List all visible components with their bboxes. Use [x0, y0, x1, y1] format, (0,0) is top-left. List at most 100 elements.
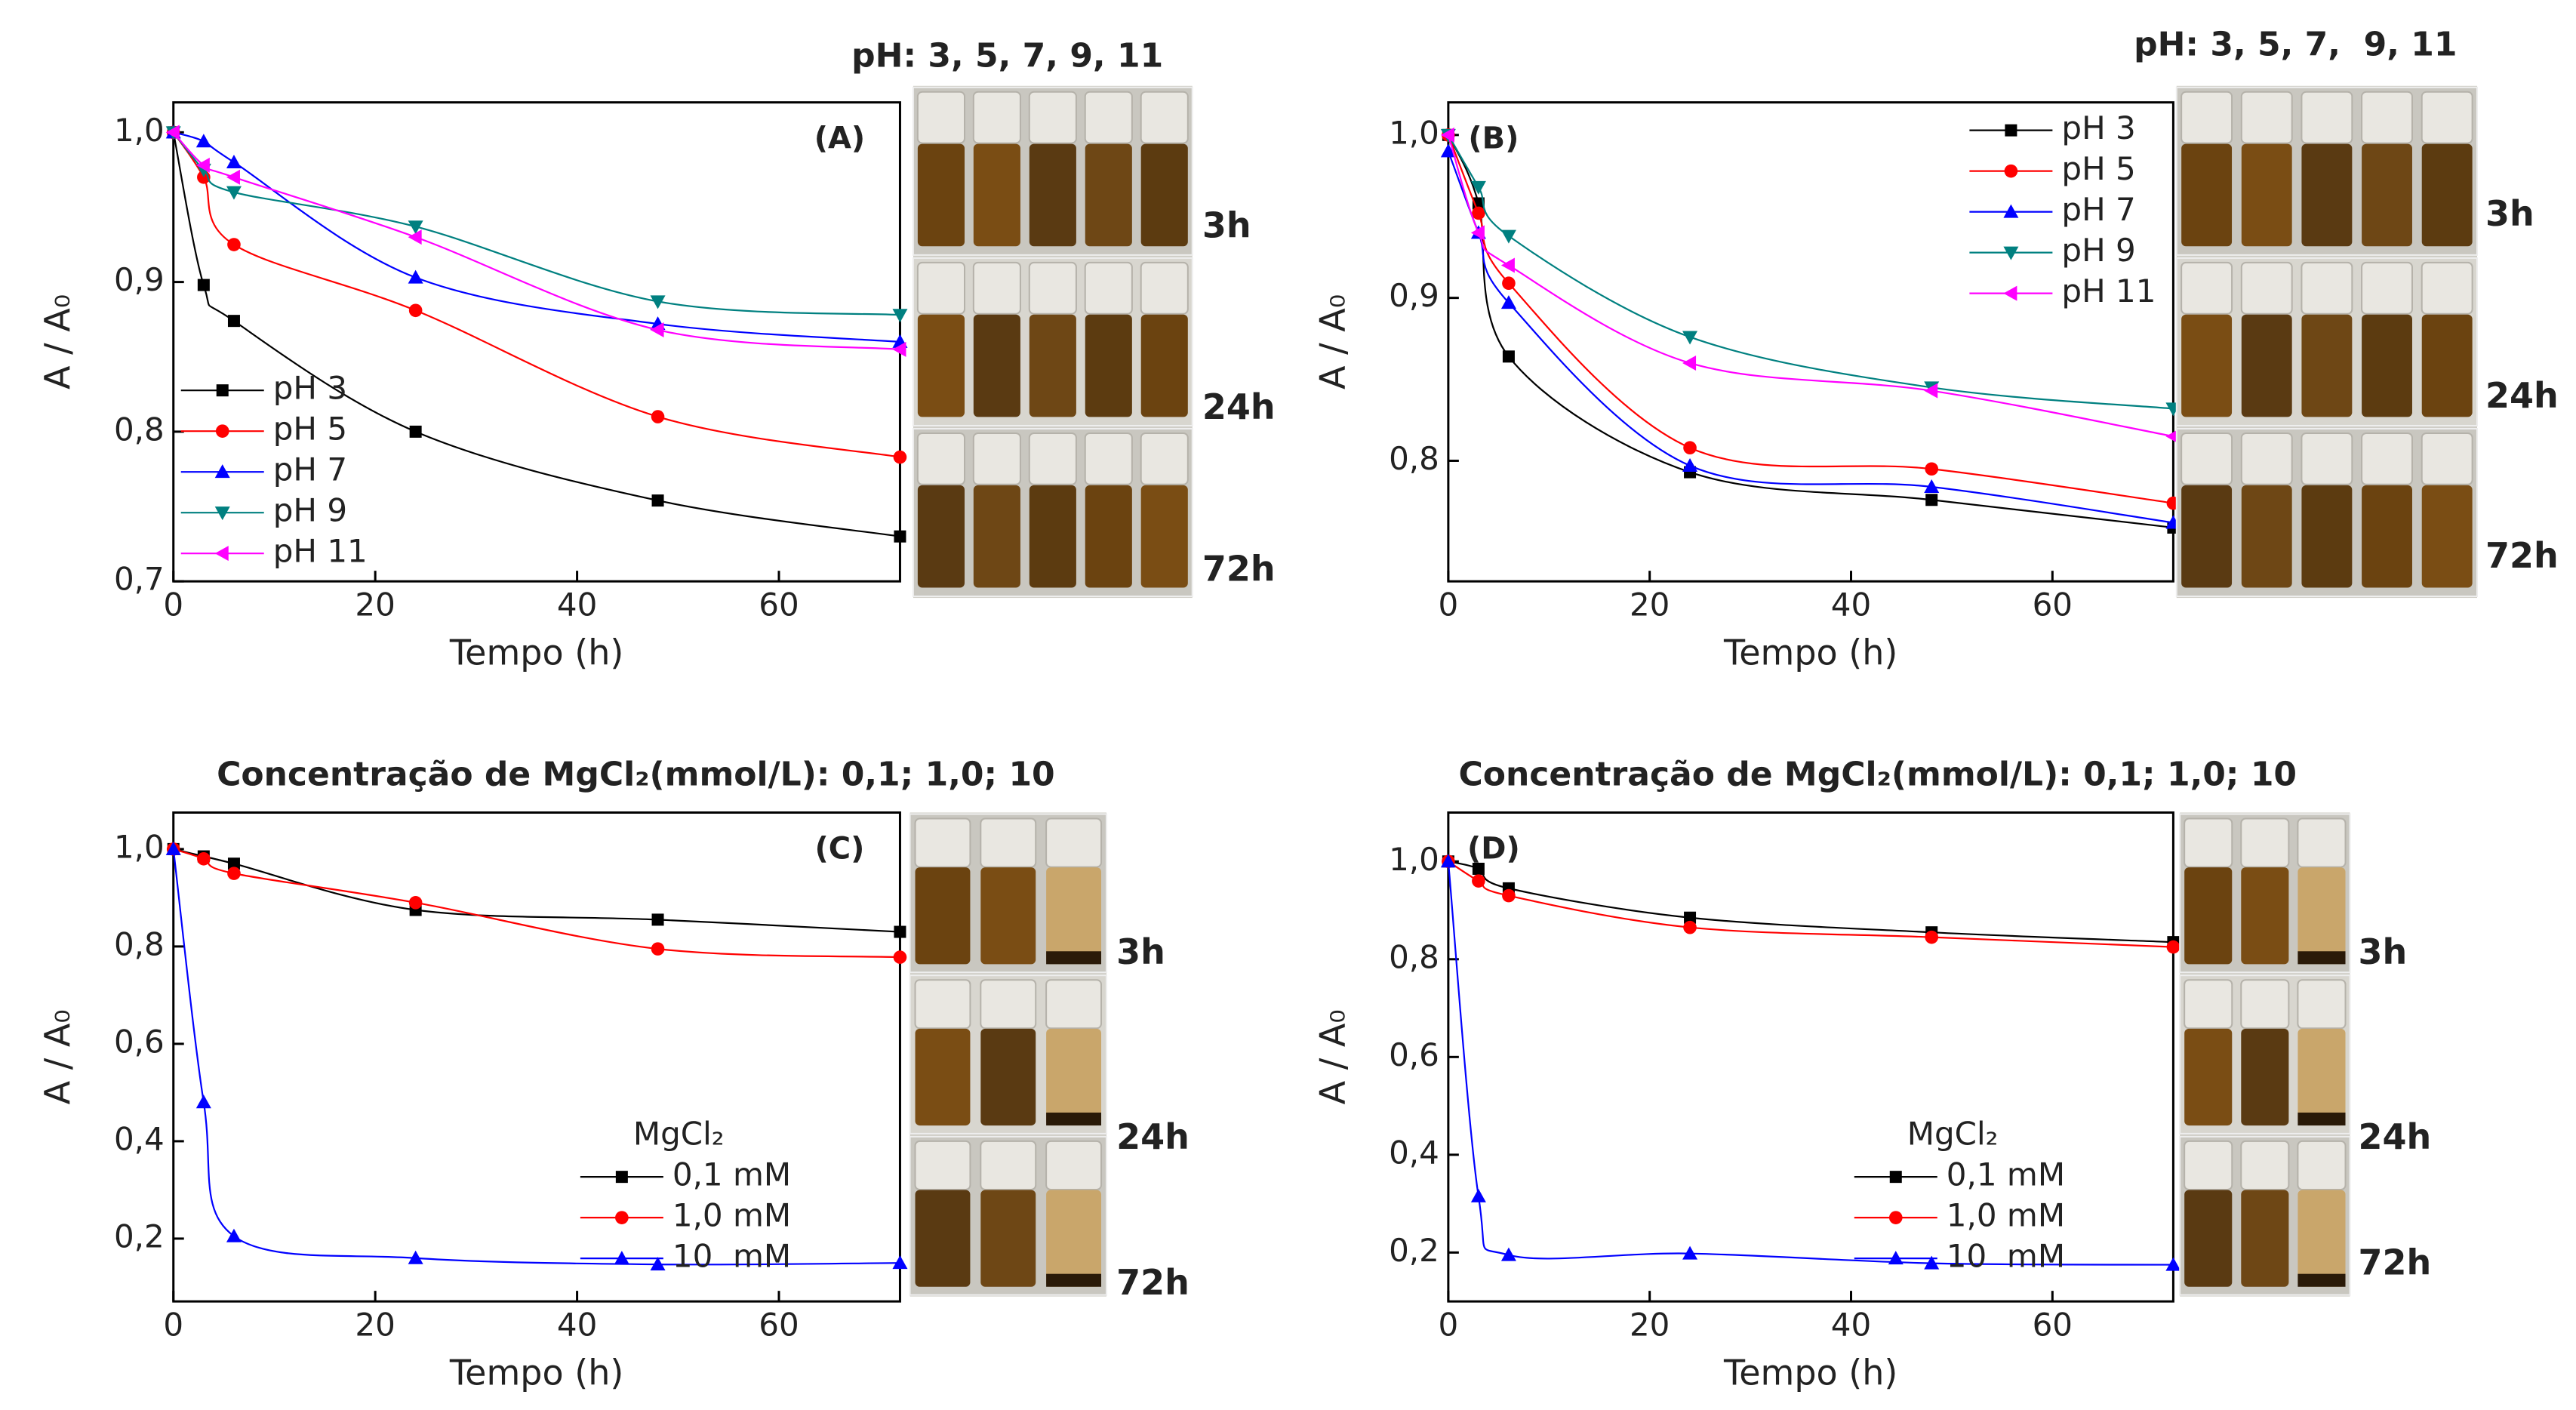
- photo-label: 72h: [2358, 1242, 2431, 1283]
- vial-cap: [980, 1140, 1037, 1190]
- x-axis-label: Tempo (h): [449, 633, 623, 673]
- photo-label: 24h: [1202, 386, 1276, 427]
- legend-label: 1,0 mM: [1947, 1197, 2065, 1234]
- marker: [892, 341, 906, 357]
- vial-liquid: [2421, 485, 2473, 588]
- y-tick-label: 0,8: [114, 411, 165, 448]
- marker: [1682, 355, 1697, 371]
- plot-frame: [172, 811, 901, 1303]
- marker: [1683, 920, 1697, 934]
- vial-liquid: [2184, 867, 2233, 965]
- marker: [893, 950, 907, 964]
- marker: [651, 942, 665, 956]
- marker: [1440, 127, 1454, 143]
- vial-liquid: [2181, 485, 2233, 588]
- x-tick-label: 40: [557, 586, 597, 623]
- vial-liquid: [915, 1028, 971, 1126]
- marker: [2165, 1257, 2181, 1271]
- y-tick-label: 0,8: [1389, 938, 1439, 975]
- marker: [408, 896, 423, 910]
- plot-frame: [1447, 101, 2174, 583]
- marker: [1683, 441, 1697, 455]
- marker: [892, 309, 908, 323]
- legend-marker: [2003, 204, 2019, 218]
- marker: [408, 303, 423, 318]
- marker: [227, 315, 240, 328]
- marker: [1472, 874, 1485, 888]
- legend-marker: [1888, 1211, 1903, 1224]
- vial-cap: [972, 432, 1021, 485]
- marker: [651, 410, 665, 423]
- marker: [1500, 1247, 1516, 1261]
- photo-label: 24h: [2358, 1116, 2431, 1157]
- legend-label: 0,1 mM: [1947, 1156, 2065, 1193]
- vial-cap: [1084, 432, 1133, 485]
- marker: [408, 1250, 423, 1264]
- vial-cap: [1084, 91, 1133, 144]
- y-axis-label: A / A₀: [1312, 1009, 1353, 1104]
- marker: [1500, 257, 1515, 273]
- vial-cap: [2240, 91, 2293, 144]
- vial-liquid: [1140, 314, 1188, 417]
- vial-liquid: [1029, 143, 1076, 247]
- photo-title: pH: 3, 5, 7, 9, 11: [851, 37, 1163, 75]
- series-line: [1447, 861, 2174, 1266]
- x-tick-label: 40: [1831, 586, 1871, 623]
- vial-cap: [914, 817, 971, 868]
- y-axis-label: A / A₀: [1312, 294, 1353, 389]
- vial-cap: [1140, 91, 1189, 144]
- vial-liquid: [2241, 143, 2292, 247]
- vial-liquid: [2301, 143, 2353, 247]
- series-line: [172, 131, 900, 350]
- y-axis-label: A / A₀: [37, 294, 78, 389]
- vial-liquid: [980, 1028, 1036, 1126]
- vial-liquid: [915, 867, 971, 965]
- x-tick-label: 40: [1831, 1307, 1871, 1344]
- vial-liquid: [980, 867, 1036, 965]
- vial-liquid: [2181, 143, 2233, 247]
- marker: [1502, 350, 1515, 363]
- legend-marker: [1888, 1251, 1904, 1265]
- y-tick-label: 0,4: [1389, 1134, 1439, 1171]
- y-tick-label: 0,9: [1389, 277, 1439, 314]
- marker: [1470, 225, 1485, 241]
- vial-cap: [1140, 261, 1189, 315]
- legend-label: pH 7: [2061, 191, 2135, 228]
- x-tick-label: 60: [759, 1307, 799, 1344]
- marker: [195, 1094, 211, 1109]
- series-line: [173, 848, 900, 933]
- vial-liquid: [2362, 485, 2412, 588]
- marker: [894, 530, 906, 543]
- vial-liquid: [2301, 485, 2353, 588]
- marker: [650, 295, 666, 309]
- vial-cap: [2361, 91, 2413, 144]
- marker: [408, 269, 423, 284]
- vial-liquid: [2301, 314, 2353, 417]
- y-tick-label: 1,0: [1389, 841, 1439, 878]
- vial-liquid: [2421, 143, 2473, 247]
- vial-liquid: [2421, 314, 2473, 417]
- vial-liquid: [2297, 1190, 2346, 1287]
- vial-cap: [1045, 1140, 1103, 1190]
- vial-cap: [1140, 432, 1189, 485]
- legend-label: pH 5: [273, 411, 347, 448]
- x-tick-label: 0: [1439, 1307, 1459, 1344]
- photo-title: Concentração de MgCl₂(mmol/L): 0,1; 1,0;…: [1458, 755, 2297, 793]
- marker: [1470, 1188, 1486, 1202]
- legend-label: pH 7: [273, 451, 347, 488]
- marker: [892, 1255, 908, 1270]
- marker: [651, 913, 664, 926]
- marker: [1924, 1255, 1940, 1270]
- marker: [226, 169, 240, 185]
- vial-sediment: [1046, 1112, 1102, 1126]
- vial-sediment: [2297, 1112, 2346, 1126]
- marker: [894, 925, 906, 938]
- vial-liquid: [915, 1190, 971, 1287]
- legend-label: pH 3: [273, 370, 347, 407]
- marker: [2166, 940, 2181, 954]
- vial-cap: [980, 979, 1037, 1030]
- legend-marker: [2003, 285, 2017, 301]
- legend-marker: [614, 1251, 629, 1265]
- marker: [1925, 930, 1939, 944]
- x-tick-label: 40: [557, 1307, 597, 1344]
